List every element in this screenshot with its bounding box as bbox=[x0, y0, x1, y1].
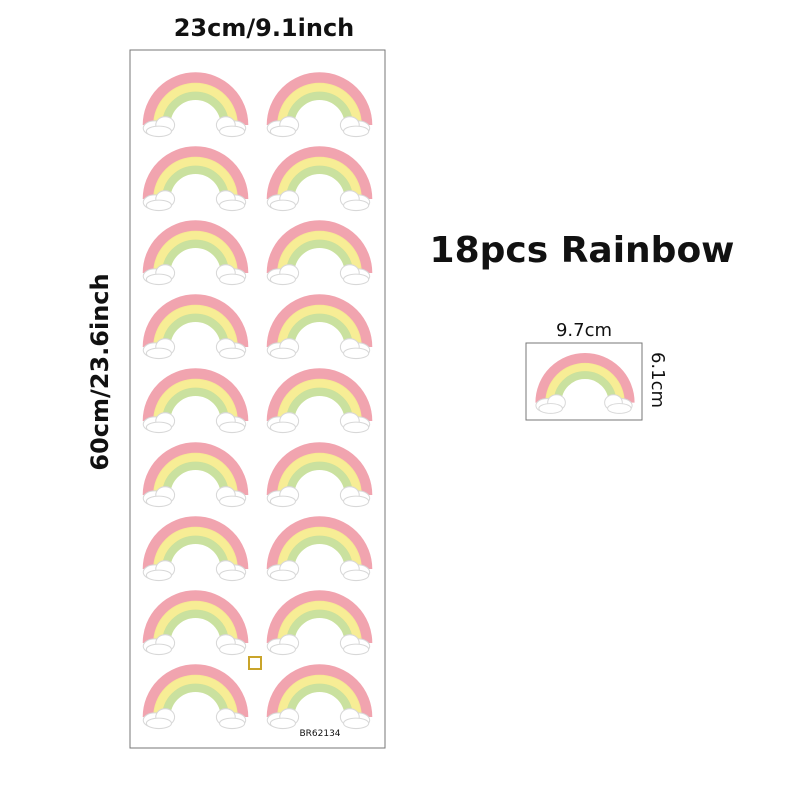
logo bbox=[248, 656, 262, 670]
sample-height-label: 6.1cm bbox=[647, 352, 668, 408]
sheet-height-label: 60cm/23.6inch bbox=[86, 273, 114, 470]
title: 18pcs Rainbow bbox=[430, 230, 735, 271]
sheet-width-label: 23cm/9.1inch bbox=[174, 14, 355, 42]
product-code: BR62134 bbox=[299, 729, 340, 739]
sample-width-label: 9.7cm bbox=[556, 320, 612, 341]
